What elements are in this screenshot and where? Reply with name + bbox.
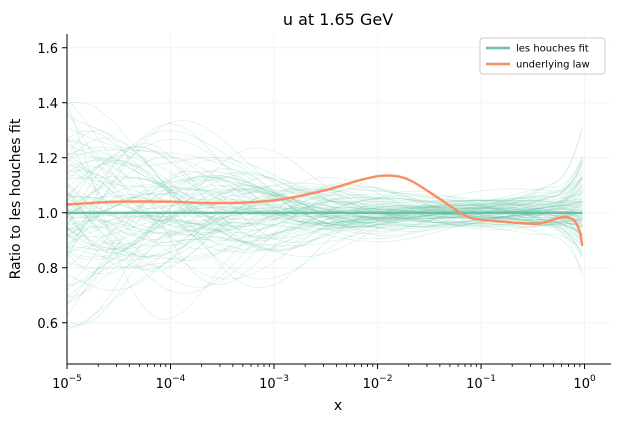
replica-curve [67, 197, 583, 229]
replica-curve [67, 197, 583, 234]
x-tick-label: 10−5 [52, 374, 82, 392]
replica-curve [67, 170, 583, 239]
y-tick-label: 1.6 [37, 42, 58, 57]
replica-curve [67, 179, 583, 221]
x-tick-label: 10−4 [156, 374, 186, 392]
chart-title: u at 1.65 GeV [283, 10, 393, 29]
replica-curve [67, 189, 583, 291]
replica-curve [67, 137, 583, 232]
replica-curve [67, 173, 583, 230]
replica-curve [67, 127, 583, 251]
underlying-law-line [67, 174, 584, 247]
replica-curve [67, 146, 583, 240]
replica-curve [67, 111, 583, 240]
replica-curve [67, 202, 583, 233]
replica-curve [67, 98, 583, 247]
replica-curve [67, 185, 583, 249]
x-axis-label: x [334, 398, 342, 414]
replica-curve [67, 139, 583, 235]
replica-curve [67, 116, 583, 288]
y-tick-label: 0.6 [37, 317, 58, 332]
replica-curve [67, 162, 583, 237]
replica-curve [67, 186, 583, 231]
replica-curve [67, 176, 583, 250]
replica-curve [67, 129, 583, 285]
replica-curve [67, 177, 583, 328]
replica-curve [67, 196, 583, 234]
replica-curve [67, 166, 583, 228]
x-tick-label: 10−1 [466, 374, 496, 392]
replica-curve [67, 199, 583, 236]
x-tick-label: 10−3 [259, 374, 289, 392]
replica-curve [67, 126, 583, 280]
replica-curve [67, 205, 583, 243]
replica-curve [67, 146, 583, 226]
replica-curve [67, 188, 583, 231]
replica-curve [67, 137, 583, 258]
y-axis-label: Ratio to les houches fit [8, 118, 24, 279]
replica-curve [67, 175, 583, 253]
replica-curve [67, 154, 583, 287]
replica-curve [67, 161, 583, 237]
replica-curve [67, 186, 583, 250]
replica-curve [67, 190, 583, 275]
replica-curve [67, 159, 583, 326]
legend-box [479, 37, 606, 75]
replica-curve [67, 197, 583, 288]
y-tick-label: 1.4 [37, 97, 58, 112]
replica-curve [67, 178, 583, 254]
legend-label: underlying law [516, 60, 590, 71]
replica-curve [67, 164, 583, 272]
replica-curve [67, 191, 583, 251]
replica-curve [67, 192, 583, 257]
replica-curve [67, 129, 583, 288]
replica-curve [67, 159, 583, 236]
y-tick-label: 0.8 [37, 262, 58, 277]
replica-curve [67, 175, 583, 235]
replica-curve [67, 177, 583, 269]
replica-curve [67, 187, 583, 236]
replica-curve [67, 165, 583, 250]
replica-curve [67, 177, 583, 258]
replica-curve [67, 120, 583, 236]
replica-curve [67, 176, 583, 227]
replica-curve [67, 194, 583, 294]
replica-curve [67, 161, 583, 269]
replica-curve [67, 130, 583, 276]
replica-curve [67, 156, 583, 290]
replica-curve [67, 153, 583, 248]
replica-curve [67, 177, 583, 261]
replica-curve [67, 153, 583, 230]
replica-curve [67, 195, 583, 246]
replica-curve [67, 170, 583, 304]
replica-curve [67, 156, 583, 243]
replica-curve [67, 177, 583, 257]
replica-curve [67, 144, 583, 255]
x-tick-label: 10−2 [363, 374, 393, 392]
axes: 10−5 10−4 10−3 10−2 10−1 100 0.6 0.8 1.0 1.2 1.4 1.… [37, 34, 611, 392]
legend-label: les houches fit [516, 44, 589, 55]
replica-curve [67, 146, 583, 227]
x-tick-label: 100 [573, 374, 596, 392]
replica-curve [67, 185, 583, 268]
plot-area [67, 34, 611, 364]
replica-curve [67, 160, 583, 240]
replica-curve [67, 170, 583, 280]
replica-curve [67, 180, 583, 260]
replica-curve [67, 162, 583, 298]
replica-curve [67, 130, 583, 236]
replica-curve [67, 138, 583, 220]
replica-curve [67, 159, 583, 260]
replica-curve [67, 182, 583, 261]
replica-curve [67, 167, 583, 235]
replica-curve [67, 157, 583, 230]
y-tick-label: 1.2 [37, 152, 58, 167]
y-tick-label: 1.0 [37, 207, 58, 222]
replica-curve [67, 101, 583, 320]
legend: les houches fit underlying law [479, 37, 606, 75]
replica-curve [67, 101, 583, 243]
